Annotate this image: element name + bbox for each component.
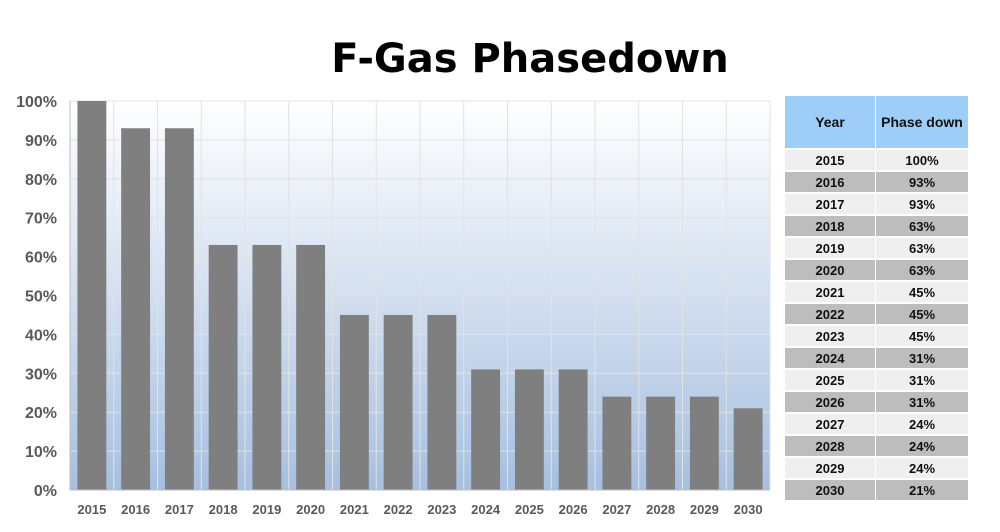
table-cell-phase-down: 63% (876, 214, 969, 236)
table-row: 2016 93% (785, 170, 969, 192)
table-row: 2018 63% (785, 214, 969, 236)
table-row: 2019 63% (785, 236, 969, 258)
x-tick-label: 2019 (252, 502, 281, 517)
x-tick-label: 2030 (734, 502, 763, 517)
table-cell-phase-down: 45% (876, 280, 969, 302)
table-cell-phase-down: 100% (876, 148, 969, 170)
table-row: 2029 24% (785, 456, 969, 478)
table-cell-year: 2021 (785, 280, 876, 302)
y-tick-label: 80% (25, 172, 57, 189)
table-cell-phase-down: 45% (876, 302, 969, 324)
table-cell-year: 2020 (785, 258, 876, 280)
bar-2028 (646, 396, 676, 490)
y-tick-label: 30% (25, 366, 57, 383)
table-cell-year: 2028 (785, 434, 876, 456)
table-cell-phase-down: 24% (876, 434, 969, 456)
bar-2021 (339, 314, 369, 490)
table-cell-phase-down: 24% (876, 456, 969, 478)
x-tick-label: 2028 (646, 502, 675, 517)
x-tick-label: 2022 (384, 502, 413, 517)
y-tick-label: 90% (25, 133, 57, 150)
x-tick-label: 2020 (296, 502, 325, 517)
y-tick-label: 10% (25, 444, 57, 461)
x-tick-label: 2018 (209, 502, 238, 517)
chart-title: F-Gas Phasedown (331, 36, 729, 82)
x-tick-label: 2024 (471, 502, 501, 517)
bar-2019 (252, 244, 282, 490)
x-tick-label: 2023 (427, 502, 456, 517)
table-cell-year: 2026 (785, 390, 876, 412)
table-cell-year: 2018 (785, 214, 876, 236)
table-cell-year: 2024 (785, 346, 876, 368)
table-cell-phase-down: 45% (876, 324, 969, 346)
y-tick-label: 0% (34, 483, 57, 500)
table-row: 2023 45% (785, 324, 969, 346)
bar-2023 (427, 314, 457, 490)
bar-2017 (164, 128, 194, 491)
bar-2020 (296, 244, 326, 490)
y-tick-label: 20% (25, 405, 57, 422)
x-tick-label: 2015 (77, 502, 106, 517)
bar-2018 (208, 244, 238, 490)
y-tick-label: 70% (25, 211, 57, 228)
table-cell-year: 2030 (785, 478, 876, 500)
bar-2025 (514, 369, 544, 490)
table-cell-phase-down: 63% (876, 258, 969, 280)
x-tick-label: 2021 (340, 502, 369, 517)
table-row: 2017 93% (785, 192, 969, 214)
bar-2030 (733, 408, 763, 490)
bar-2024 (471, 369, 501, 490)
table-cell-phase-down: 63% (876, 236, 969, 258)
table-row: 2026 31% (785, 390, 969, 412)
table-row: 2015 100% (785, 148, 969, 170)
x-tick-label: 2017 (165, 502, 194, 517)
table-cell-phase-down: 93% (876, 170, 969, 192)
x-tick-label: 2025 (515, 502, 544, 517)
table-row: 2022 45% (785, 302, 969, 324)
bar-2026 (558, 369, 588, 490)
bar-2022 (383, 314, 413, 490)
bar-2029 (689, 396, 719, 490)
data-table: Year Phase down 2015 100% 2016 93% 2017 93% 20… (785, 96, 969, 500)
table-cell-year: 2023 (785, 324, 876, 346)
bar-2027 (602, 396, 632, 490)
table-cell-year: 2016 (785, 170, 876, 192)
x-tick-label: 2029 (690, 502, 719, 517)
y-tick-label: 50% (25, 289, 57, 306)
table-cell-phase-down: 31% (876, 390, 969, 412)
bar-chart: 0% 10% 20% 30% 40% 50% 60% 70% 80% 90% 100% 2015 201… (16, 94, 771, 517)
table-cell-year: 2022 (785, 302, 876, 324)
x-tick-label: 2016 (121, 502, 150, 517)
table-cell-year: 2029 (785, 456, 876, 478)
x-tick-label: 2026 (559, 502, 588, 517)
table-cell-year: 2027 (785, 412, 876, 434)
table-cell-phase-down: 93% (876, 192, 969, 214)
table-row: 2025 31% (785, 368, 969, 390)
y-tick-label: 40% (25, 327, 57, 344)
bar-2015 (77, 101, 107, 490)
table-row: 2027 24% (785, 412, 969, 434)
table-cell-phase-down: 24% (876, 412, 969, 434)
table-row: 2021 45% (785, 280, 969, 302)
header-phase-down: Phase down (876, 96, 969, 148)
table-cell-year: 2025 (785, 368, 876, 390)
table-row: 2024 31% (785, 346, 969, 368)
y-tick-label: 100% (16, 94, 57, 111)
table-cell-phase-down: 31% (876, 346, 969, 368)
table-row: 2028 24% (785, 434, 969, 456)
table-row: 2020 63% (785, 258, 969, 280)
y-tick-label: 60% (25, 250, 57, 267)
table-cell-phase-down: 31% (876, 368, 969, 390)
table-cell-phase-down: 21% (876, 478, 969, 500)
table-cell-year: 2019 (785, 236, 876, 258)
table-row: 2030 21% (785, 478, 969, 500)
bar-2016 (121, 128, 151, 491)
table-cell-year: 2017 (785, 192, 876, 214)
table-header-row: Year Phase down (785, 96, 969, 148)
header-year: Year (785, 96, 876, 148)
x-tick-label: 2027 (602, 502, 631, 517)
table-cell-year: 2015 (785, 148, 876, 170)
